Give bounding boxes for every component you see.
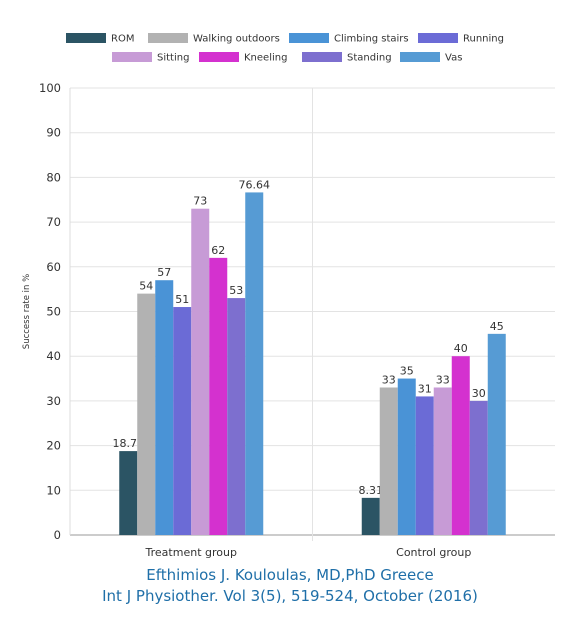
data-label: 62 bbox=[211, 244, 225, 257]
legend-label: Running bbox=[463, 34, 504, 45]
x-tick-label: Control group bbox=[396, 546, 471, 559]
legend-label: Vas bbox=[445, 53, 462, 64]
legend-label: Walking outdoors bbox=[193, 34, 280, 45]
data-label: 45 bbox=[490, 320, 504, 333]
bar-standing bbox=[227, 298, 246, 535]
y-tick-label: 40 bbox=[46, 349, 61, 363]
bar-climbing-stairs bbox=[397, 378, 416, 535]
bar-vas bbox=[487, 333, 506, 535]
bar-climbing-stairs bbox=[155, 280, 174, 535]
y-tick-label: 30 bbox=[46, 394, 61, 408]
data-label: 51 bbox=[175, 293, 189, 306]
legend-label: Kneeling bbox=[244, 53, 287, 64]
y-axis-label: Success rate in % bbox=[22, 274, 32, 349]
y-tick-label: 20 bbox=[46, 439, 61, 453]
bar-running bbox=[173, 307, 192, 535]
legend-label: Sitting bbox=[157, 53, 189, 64]
data-label: 8.31 bbox=[359, 484, 384, 497]
bar-walking-outdoors bbox=[137, 293, 156, 535]
legend-label: Climbing stairs bbox=[334, 34, 409, 45]
y-tick-label: 10 bbox=[46, 483, 61, 497]
y-tick-label: 60 bbox=[46, 260, 61, 274]
bar-sitting bbox=[433, 387, 452, 535]
y-tick-label: 100 bbox=[39, 81, 61, 95]
legend-swatch bbox=[289, 33, 329, 43]
legend-swatch bbox=[199, 52, 239, 62]
y-tick-label: 50 bbox=[46, 305, 61, 319]
bar-rom bbox=[119, 451, 138, 535]
bar-walking-outdoors bbox=[379, 387, 398, 535]
legend-swatch bbox=[400, 52, 440, 62]
data-label: 33 bbox=[436, 373, 450, 386]
data-label: 30 bbox=[472, 387, 486, 400]
bar-sitting bbox=[191, 208, 210, 535]
y-tick-label: 70 bbox=[46, 215, 61, 229]
data-label: 33 bbox=[382, 373, 396, 386]
data-label: 73 bbox=[193, 195, 207, 208]
legend-swatch bbox=[112, 52, 152, 62]
bar-kneeling bbox=[451, 356, 470, 535]
bar-kneeling bbox=[209, 257, 228, 535]
y-tick-label: 0 bbox=[54, 528, 61, 542]
data-label: 18.77 bbox=[113, 437, 145, 450]
x-tick-label: Treatment group bbox=[145, 546, 237, 559]
legend-label: Standing bbox=[347, 53, 392, 64]
data-label: 76.64 bbox=[239, 178, 271, 191]
data-label: 57 bbox=[157, 266, 171, 279]
data-label: 40 bbox=[454, 342, 468, 355]
credit-author: Efthimios J. Kouloulas, MD,PhD Greece bbox=[146, 566, 434, 584]
data-label: 35 bbox=[400, 365, 414, 378]
bar-rom bbox=[361, 497, 380, 535]
legend-swatch bbox=[418, 33, 458, 43]
legend-swatch bbox=[148, 33, 188, 43]
credit-citation: Int J Physiother. Vol 3(5), 519-524, Oct… bbox=[102, 587, 478, 605]
bar-vas bbox=[245, 192, 264, 536]
data-label: 31 bbox=[418, 382, 432, 395]
data-label: 54 bbox=[139, 280, 153, 293]
y-tick-label: 90 bbox=[46, 126, 61, 140]
legend-label: ROM bbox=[111, 34, 134, 45]
y-tick-label: 80 bbox=[46, 170, 61, 184]
bar-running bbox=[415, 396, 434, 535]
bar-standing bbox=[469, 400, 488, 535]
legend-swatch bbox=[302, 52, 342, 62]
data-label: 53 bbox=[229, 284, 243, 297]
legend-swatch bbox=[66, 33, 106, 43]
